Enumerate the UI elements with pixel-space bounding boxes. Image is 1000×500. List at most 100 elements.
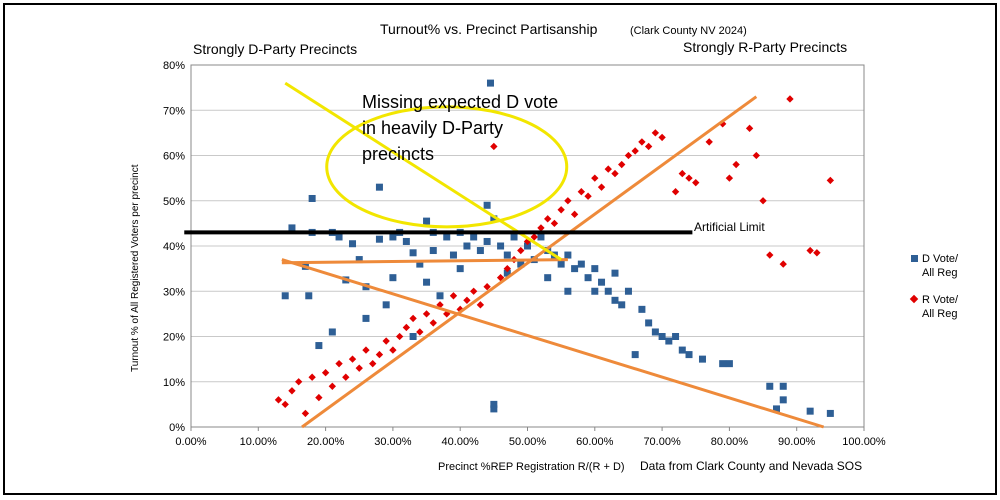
d-vote-point [537,233,545,241]
d-vote-point [571,265,579,273]
r-vote-point [355,364,363,372]
d-vote-point [328,328,336,336]
r-vote-point [591,174,599,182]
r-vote-point [348,355,357,363]
legend-d-marker [911,255,918,262]
strongly-r-label: Strongly R-Party Precincts [683,39,847,55]
d-vote-point [611,296,619,304]
d-vote-point [577,260,585,268]
d-vote-point [486,79,494,87]
r-vote-point [328,382,337,390]
d-vote-point [389,233,397,241]
d-vote-point [483,201,491,209]
r-vote-point [422,310,431,318]
d-vote-point [503,269,511,277]
d-flat-trend-line [281,258,568,265]
r-vote-point [618,160,626,169]
r-vote-point [604,165,612,173]
r-vote-point [382,337,390,345]
d-trend-line [281,258,825,429]
d-vote-point [349,240,357,248]
r-vote-point [517,246,525,255]
r-vote-point [644,142,653,151]
y-tick-label: 60% [163,151,185,163]
legend-r-line1: R Vote/ [922,294,959,306]
x-tick-label: 30.00% [374,436,412,448]
d-vote-point [631,351,639,359]
r-vote-point [389,346,397,354]
annotation-overlays [184,81,825,429]
d-vote-point [476,247,484,255]
d-vote-point [423,217,431,225]
y-tick-label: 80% [163,60,185,72]
r-vote-point [288,387,296,395]
r-vote-point [544,215,552,223]
y-tick-label: 30% [163,286,185,298]
d-vote-point [449,251,457,259]
r-vote-point [315,393,323,402]
r-vote-point [557,206,565,214]
r-vote-point [483,283,491,291]
d-vote-point [806,407,814,415]
r-vote-point [638,138,646,146]
d-vote-point [604,287,612,295]
d-vote-point [463,242,471,250]
d-vote-point [584,274,592,282]
d-vote-point [315,342,323,350]
d-vote-point [725,360,733,368]
x-tick-label: 40.00% [442,436,480,448]
r-vote-point [416,328,424,336]
d-vote-point [611,269,619,277]
r-vote-point [725,174,734,182]
r-vote-point [335,359,343,368]
r-vote-point [745,124,754,133]
d-vote-point [470,233,478,241]
x-tick-label: 20.00% [307,436,345,448]
d-vote-point [645,319,653,327]
d-vote-point [638,305,646,313]
d-vote-point [624,287,632,295]
r-vote-point [766,251,774,259]
x-tick-label: 0.00% [175,436,206,448]
x-tick-label: 90.00% [778,436,816,448]
d-vote-point [423,278,431,286]
d-vote-point [456,265,464,273]
d-vote-point [779,396,787,404]
r-vote-point [685,174,693,182]
r-vote-point [624,151,633,160]
d-vote-point [698,355,706,363]
r-vote-point [295,378,303,386]
d-vote-point [524,242,531,250]
d-vote-point [510,233,518,241]
d-vote-point [490,400,498,408]
r-vote-point [395,332,404,341]
d-vote-point [826,409,834,417]
d-vote-point [409,333,417,340]
d-vote-point [281,292,289,300]
data-source-note: Data from Clark County and Nevada SOS [640,459,862,473]
y-tick-label: 10% [163,377,185,389]
r-vote-point [705,138,713,146]
r-vote-point [597,183,606,191]
chart-title: Turnout% vs. Precinct Partisanship [380,21,598,37]
d-vote-point [591,287,599,295]
r-vote-point [429,319,437,327]
legend-r-line2: All Reg [922,308,957,320]
r-vote-point [564,197,572,205]
x-tick-label: 60.00% [576,436,614,448]
d-vote-point [658,333,666,340]
d-vote-point [672,333,680,340]
d-vote-point [497,242,505,250]
r-vote-point [550,219,559,228]
x-tick-label: 10.00% [240,436,278,448]
d-vote-point [598,278,606,286]
r-vote-point [362,346,370,354]
x-tick-label: 70.00% [643,436,681,448]
r-vote-point [577,188,586,196]
d-vote-point [678,346,686,354]
d-vote-point [362,314,370,322]
d-vote-point [288,224,296,232]
d-vote-point [557,260,565,268]
d-vote-point [443,233,451,241]
